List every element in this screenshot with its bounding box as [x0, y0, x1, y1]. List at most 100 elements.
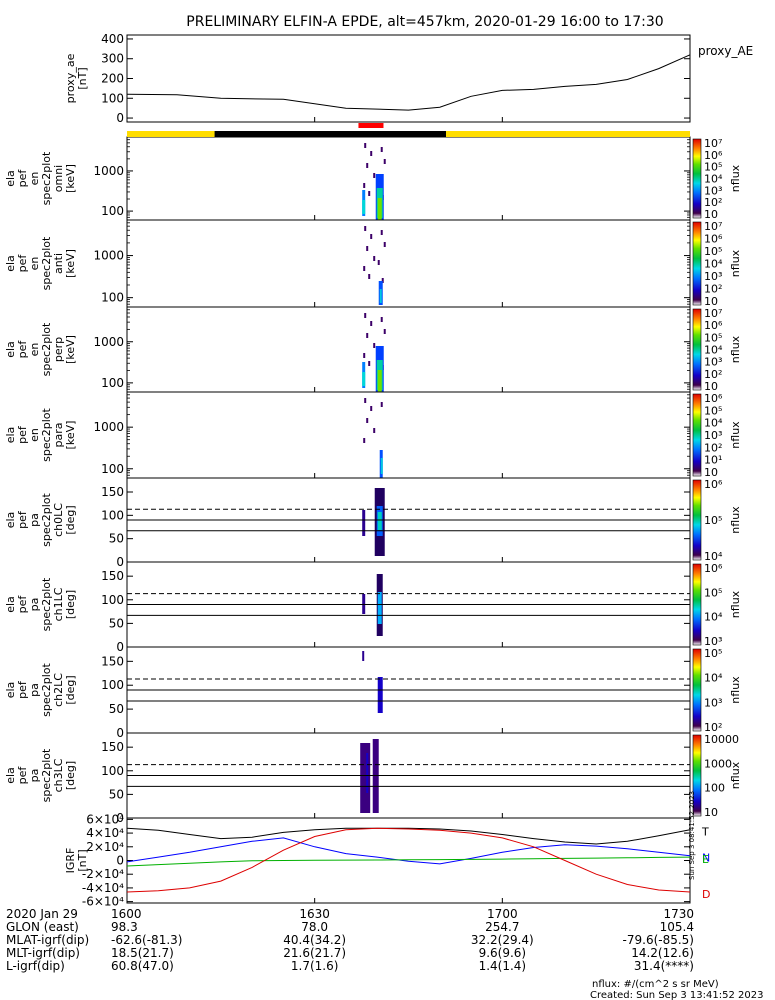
panel-1-flux-speck — [383, 159, 386, 164]
panel-7-ylabel: ch2LC — [52, 673, 65, 707]
panel-7-colorbar-tick: 10⁴ — [704, 672, 723, 685]
panel-3-flux-band — [377, 370, 382, 392]
panel-9-ytick-label: 2×10⁴ — [86, 840, 124, 854]
panel-8-colorbar-label: nflux — [729, 761, 742, 789]
panel-1-colorbar-tick: 10⁵ — [704, 161, 722, 174]
panel-3-flux-speck — [364, 313, 367, 318]
panel-8-ylabel: pef — [16, 766, 29, 785]
panel-3-colorbar-tick: 10³ — [704, 356, 722, 369]
panel-1-colorbar-tick: 10⁷ — [704, 137, 722, 150]
panel-2-ylabel: [keV] — [64, 249, 77, 278]
panel-5-flux-band — [362, 510, 366, 536]
panel-2-ylabel: anti — [52, 253, 65, 274]
panel-6-ylabel: spec2plot — [40, 577, 53, 631]
panel-1-flux-speck — [380, 147, 383, 152]
panel-3-colorbar-tick: 10² — [704, 368, 722, 381]
panel-7-ylabel: spec2plot — [40, 663, 53, 717]
panel-7-colorbar-tick: 10² — [704, 721, 722, 734]
xaxis-row-value: 1600 — [111, 907, 142, 921]
panel-2-ylabel: spec2plot — [40, 236, 53, 290]
panel-5-colorbar-tick: 10⁵ — [704, 514, 722, 527]
xaxis-row-label: L-igrf(dip) — [6, 959, 65, 973]
panel-2-flux-speck — [380, 230, 383, 235]
panel-7-colorbar — [692, 648, 702, 732]
panel-8-colorbar-tick: 1000 — [704, 757, 732, 770]
panel-6-ylabel: pef — [16, 595, 29, 614]
panel-4-colorbar — [692, 393, 702, 477]
xaxis-row-value: 254.7 — [485, 920, 519, 934]
orbit-segment — [446, 131, 690, 137]
panel-5-flux-band — [377, 512, 382, 530]
xaxis-row-value: 1730 — [663, 907, 694, 921]
panel-5-colorbar-tick: 10⁴ — [704, 550, 723, 563]
panel-4-flux-speck — [366, 418, 369, 423]
panel-8-flux-band — [366, 753, 369, 793]
panel-0-ylabel: proxy_ae — [64, 53, 77, 103]
panel-1-flux-speck — [364, 143, 367, 148]
xaxis-row-value: -79.6(-85.5) — [623, 933, 694, 947]
panel-5-ylabel: pef — [16, 510, 29, 529]
panel-1-flux-speck — [366, 163, 369, 168]
panel-7-colorbar-label: nflux — [729, 676, 742, 704]
panel-5-ytick-label: 100 — [101, 508, 124, 522]
panel-2-ytick-label: 100 — [101, 291, 124, 305]
xaxis-row-value: 1.7(1.6) — [291, 959, 339, 973]
panel-0-ytick-label: 200 — [101, 72, 124, 86]
panel-8-ylabel: ela — [4, 767, 17, 784]
panel-3-ylabel: pef — [16, 340, 29, 359]
panel-2-flux-speck — [363, 266, 366, 271]
panel-4-frame — [126, 391, 691, 479]
panel-0-legend: proxy_AE — [698, 44, 753, 58]
panel-2-flux-speck — [366, 246, 369, 251]
panel-0-ytick-label: 400 — [101, 32, 124, 46]
panel-9-series-label: E — [702, 853, 709, 866]
panel-0-ylabel: [nT] — [76, 67, 89, 89]
panel-3-ytick-label: 1000 — [93, 335, 124, 349]
panel-7-ylabel: pa — [28, 683, 41, 697]
panel-1-ylabel: omni — [52, 165, 65, 192]
panel-4-ylabel: pef — [16, 425, 29, 444]
panel-2-colorbar — [692, 221, 702, 306]
panel-7-ytick-label: 0 — [116, 726, 124, 740]
panel-2-flux-speck — [364, 226, 367, 231]
panel-2-flux-speck — [368, 274, 371, 279]
panel-2-ytick-label: 1000 — [93, 249, 124, 263]
panel-4-ytick-label: 1000 — [93, 420, 124, 434]
panel-7-ytick-label: 100 — [101, 678, 124, 692]
xaxis-row-value: -62.6(-81.3) — [111, 933, 182, 947]
panel-6-ytick-label: 50 — [109, 616, 124, 630]
panel-4-flux-speck — [380, 402, 383, 407]
panel-8-ytick-label: 100 — [101, 764, 124, 778]
panel-2-flux-speck — [381, 278, 384, 283]
panel-3-colorbar-tick: 10⁴ — [704, 344, 723, 357]
panel-1-ytick-label: 100 — [101, 204, 124, 218]
panel-1-ytick-label: 1000 — [93, 164, 124, 178]
panel-9-ytick-label: 0 — [116, 854, 124, 868]
panel-3-flux-speck — [368, 361, 371, 366]
panel-1-colorbar-tick: 10² — [704, 196, 722, 209]
xaxis-row-label: MLT-igrf(dip) — [6, 946, 80, 960]
panel-1-colorbar-tick: 10³ — [704, 184, 722, 197]
panel-3-flux-band — [362, 372, 366, 386]
panel-6-ytick-label: 100 — [101, 593, 124, 607]
panel-8-colorbar-tick: 100 — [704, 782, 725, 795]
panel-3-frame — [126, 306, 691, 393]
panel-3-colorbar-label: nflux — [729, 335, 742, 363]
panel-1-frame — [126, 136, 691, 221]
panel-7-ylabel: [deg] — [64, 675, 77, 704]
panel-0-ytick-label: 300 — [101, 52, 124, 66]
panel-4-flux-speck — [370, 406, 373, 411]
panel-4-colorbar-label: nflux — [729, 421, 742, 449]
panel-3-ytick-label: 100 — [101, 376, 124, 390]
panel-9-series-line — [126, 827, 691, 893]
panel-2-ylabel: ela — [4, 255, 17, 272]
panel-5-ytick-label: 0 — [116, 555, 124, 569]
panel-4-ylabel: [keV] — [64, 421, 77, 450]
panel-2-colorbar-tick: 10 — [704, 295, 718, 308]
panel-4-ylabel: en — [28, 428, 41, 442]
panel-8-ytick-label: 50 — [109, 787, 124, 801]
panel-6-ylabel: pa — [28, 598, 41, 612]
xaxis-row-value: 21.6(21.7) — [283, 946, 346, 960]
panel-2-flux-speck — [370, 234, 373, 239]
